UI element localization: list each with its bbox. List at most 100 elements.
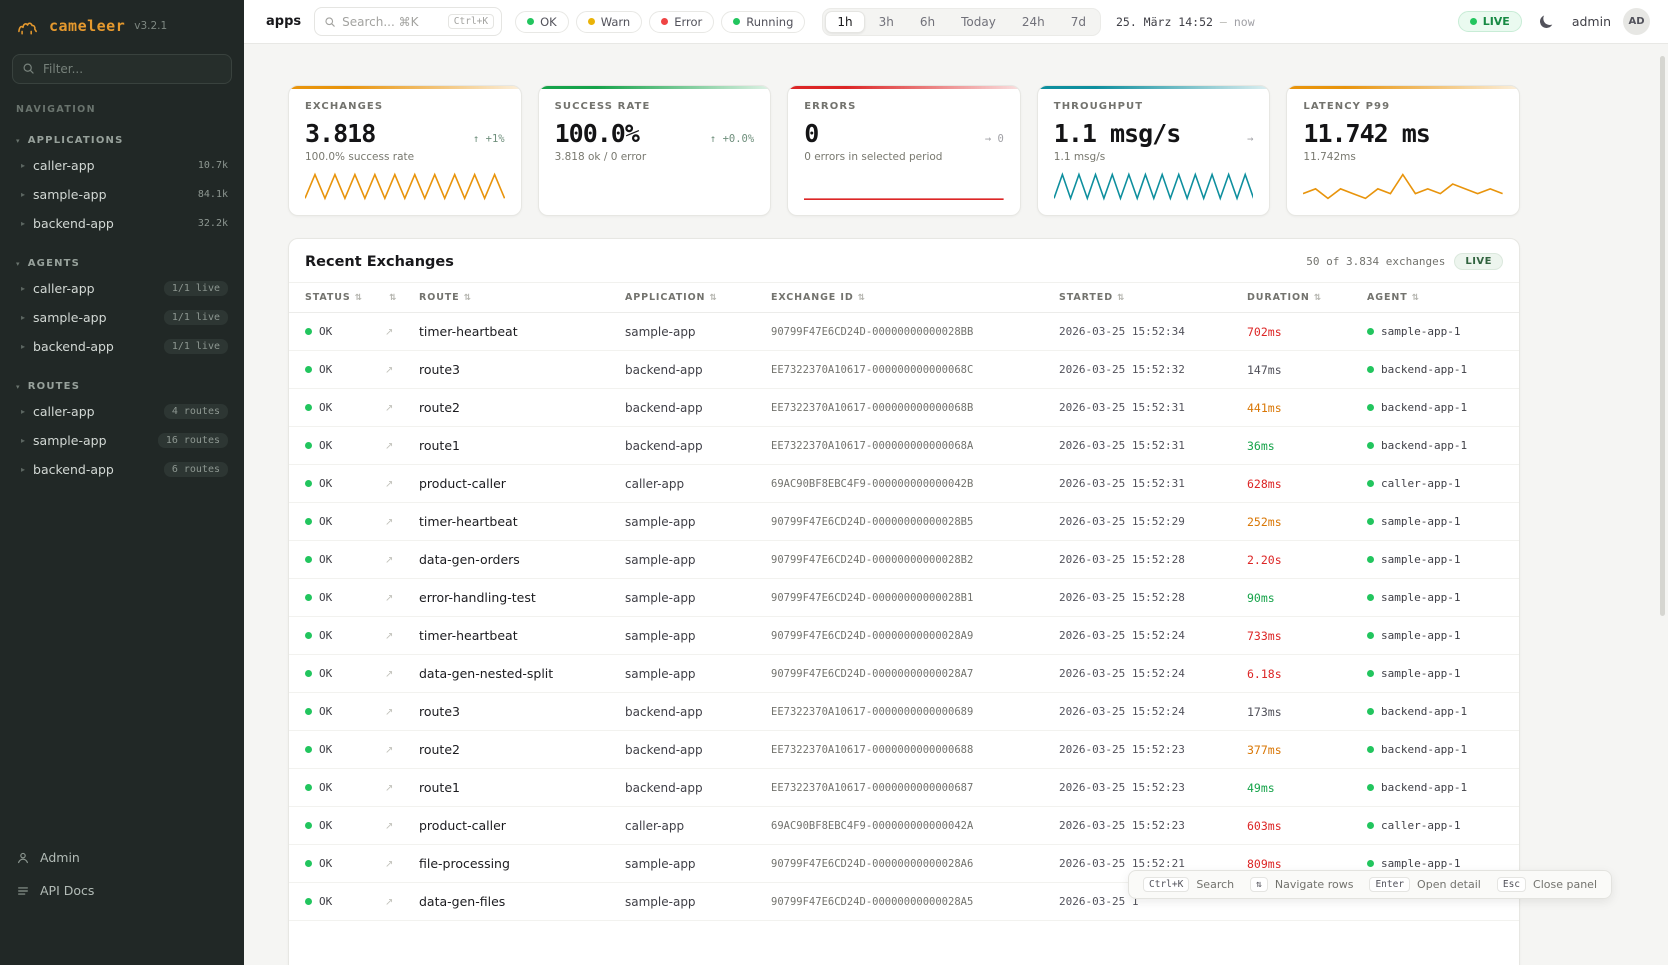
- table-row[interactable]: OK ↗ timer-heartbeat sample-app 90799F47…: [289, 617, 1519, 655]
- table-row[interactable]: OK ↗ data-gen-files sample-app 90799F47E…: [289, 883, 1519, 921]
- sidebar-item-agent[interactable]: ▸ sample-app 1/1 live: [0, 303, 244, 332]
- status-filter-chip[interactable]: Warn: [575, 10, 643, 33]
- column-header[interactable]: AGENT ⇅: [1367, 292, 1503, 303]
- duration-cell: 377ms: [1247, 742, 1282, 757]
- table-row[interactable]: OK ↗ data-gen-nested-split sample-app 90…: [289, 655, 1519, 693]
- open-detail-icon[interactable]: ↗: [385, 441, 394, 452]
- sidebar-item-agent[interactable]: ▸ backend-app 1/1 live: [0, 332, 244, 361]
- sidebar-item-badge: 84.1k: [197, 189, 228, 200]
- started-cell: 2026-03-25 15:52:21: [1059, 857, 1185, 870]
- open-cell: ↗: [385, 552, 419, 567]
- sidebar-item-admin[interactable]: Admin: [0, 841, 244, 874]
- shortcut-key: Enter: [1369, 877, 1411, 892]
- status-ok-dot: [305, 898, 312, 905]
- sidebar-item-agent[interactable]: ▸ caller-app 1/1 live: [0, 274, 244, 303]
- open-detail-icon[interactable]: ↗: [385, 517, 394, 528]
- table-row[interactable]: OK ↗ error-handling-test sample-app 9079…: [289, 579, 1519, 617]
- status-ok-dot: [305, 594, 312, 601]
- agent-label: backend-app-1: [1381, 705, 1468, 718]
- open-detail-icon[interactable]: ↗: [385, 707, 394, 718]
- status-ok-dot: [305, 822, 312, 829]
- table-row[interactable]: OK ↗ route2 backend-app EE7322370A10617-…: [289, 731, 1519, 769]
- sidebar-item-application[interactable]: ▸ sample-app 84.1k: [0, 180, 244, 209]
- agent-label: backend-app-1: [1381, 439, 1468, 452]
- sort-icon: ⇅: [857, 292, 866, 303]
- dark-mode-toggle[interactable]: [1534, 9, 1560, 35]
- open-detail-icon[interactable]: ↗: [385, 403, 394, 414]
- section-toggle-agents[interactable]: ▾ AGENTS: [0, 254, 244, 274]
- time-range-button[interactable]: 24h: [1010, 11, 1057, 33]
- table-live-badge[interactable]: LIVE: [1454, 253, 1503, 270]
- search-input[interactable]: [342, 14, 442, 29]
- table-row[interactable]: OK ↗ route1 backend-app EE7322370A10617-…: [289, 769, 1519, 807]
- open-detail-icon[interactable]: ↗: [385, 745, 394, 756]
- duration-cell: 36ms: [1247, 438, 1275, 453]
- sidebar-item-route[interactable]: ▸ caller-app 4 routes: [0, 397, 244, 426]
- filter-input[interactable]: [12, 54, 232, 84]
- column-label: DURATION: [1247, 292, 1310, 303]
- chevron-right-icon: ▸: [21, 465, 26, 474]
- agent-cell: backend-app-1: [1367, 363, 1503, 376]
- open-detail-icon[interactable]: ↗: [385, 631, 394, 642]
- table-row[interactable]: OK ↗ route1 backend-app EE7322370A10617-…: [289, 427, 1519, 465]
- table-row[interactable]: OK ↗ route2 backend-app EE7322370A10617-…: [289, 389, 1519, 427]
- open-detail-icon[interactable]: ↗: [385, 669, 394, 680]
- column-header[interactable]: STARTED ⇅: [1059, 292, 1247, 303]
- open-detail-icon[interactable]: ↗: [385, 327, 394, 338]
- agent-ok-dot: [1367, 784, 1374, 791]
- open-detail-icon[interactable]: ↗: [385, 555, 394, 566]
- time-range-group: 1h 3h 6h Today 24h 7d: [822, 7, 1101, 36]
- column-header[interactable]: APPLICATION ⇅: [625, 292, 771, 303]
- time-range-button[interactable]: 1h: [825, 10, 865, 33]
- started-cell: 2026-03-25 15:52:24: [1059, 667, 1185, 680]
- sidebar-item-application[interactable]: ▸ backend-app 32.2k: [0, 209, 244, 238]
- column-header[interactable]: STATUS ⇅: [305, 292, 385, 303]
- open-detail-icon[interactable]: ↗: [385, 897, 394, 908]
- open-detail-icon[interactable]: ↗: [385, 783, 394, 794]
- card-accent-strip: [538, 86, 771, 89]
- column-header[interactable]: EXCHANGE ID ⇅: [771, 292, 1059, 303]
- time-range-button[interactable]: 6h: [908, 11, 947, 33]
- column-header[interactable]: ⇅: [385, 293, 419, 303]
- open-detail-icon[interactable]: ↗: [385, 593, 394, 604]
- sidebar-item-route[interactable]: ▸ sample-app 16 routes: [0, 426, 244, 455]
- column-header[interactable]: DURATION ⇅: [1247, 292, 1367, 303]
- sidebar-item-api-docs[interactable]: API Docs: [0, 874, 244, 907]
- table-row[interactable]: OK ↗ file-processing sample-app 90799F47…: [289, 845, 1519, 883]
- column-header[interactable]: ROUTE ⇅: [419, 292, 625, 303]
- page-scrollbar[interactable]: [1660, 56, 1665, 616]
- status-label: OK: [319, 743, 333, 756]
- time-range-button[interactable]: Today: [949, 11, 1008, 33]
- table-row[interactable]: OK ↗ timer-heartbeat sample-app 90799F47…: [289, 503, 1519, 541]
- status-filter-chip[interactable]: Error: [649, 10, 715, 33]
- sparkline-chart: [804, 171, 1004, 201]
- app-logo[interactable]: cameleer v3.2.1: [0, 0, 244, 44]
- open-detail-icon[interactable]: ↗: [385, 821, 394, 832]
- status-filter-chip[interactable]: OK: [515, 10, 569, 33]
- table-row[interactable]: OK ↗ route3 backend-app EE7322370A10617-…: [289, 351, 1519, 389]
- time-range-button[interactable]: 7d: [1059, 11, 1098, 33]
- time-range-button[interactable]: 3h: [867, 11, 906, 33]
- open-detail-icon[interactable]: ↗: [385, 479, 394, 490]
- table-row[interactable]: OK ↗ product-caller caller-app 69AC90BF8…: [289, 807, 1519, 845]
- status-filter-label: Error: [674, 14, 703, 29]
- open-detail-icon[interactable]: ↗: [385, 365, 394, 376]
- sidebar-item-label: caller-app: [33, 281, 95, 296]
- avatar[interactable]: AD: [1623, 8, 1650, 35]
- table-row[interactable]: OK ↗ product-caller caller-app 69AC90BF8…: [289, 465, 1519, 503]
- status-ok-dot: [305, 518, 312, 525]
- status-filter-chip[interactable]: Running: [721, 10, 806, 33]
- sidebar-item-application[interactable]: ▸ caller-app 10.7k: [0, 151, 244, 180]
- route-cell: route3: [419, 704, 460, 719]
- live-toggle[interactable]: LIVE: [1457, 11, 1522, 32]
- table-row[interactable]: OK ↗ timer-heartbeat sample-app 90799F47…: [289, 313, 1519, 351]
- open-detail-icon[interactable]: ↗: [385, 859, 394, 870]
- chevron-right-icon: ▸: [21, 342, 26, 351]
- section-toggle-routes[interactable]: ▾ ROUTES: [0, 377, 244, 397]
- sidebar-item-route[interactable]: ▸ backend-app 6 routes: [0, 455, 244, 484]
- table-row[interactable]: OK ↗ data-gen-orders sample-app 90799F47…: [289, 541, 1519, 579]
- section-toggle-applications[interactable]: ▾ APPLICATIONS: [0, 131, 244, 151]
- table-row[interactable]: OK ↗ route3 backend-app EE7322370A10617-…: [289, 693, 1519, 731]
- application-cell: backend-app: [625, 400, 703, 415]
- agent-cell: backend-app-1: [1367, 401, 1503, 414]
